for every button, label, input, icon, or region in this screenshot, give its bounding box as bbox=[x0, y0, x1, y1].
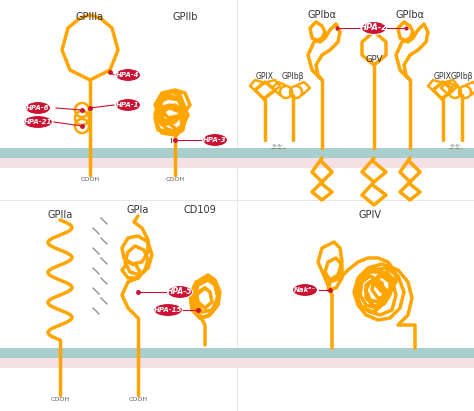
Text: HPA-2: HPA-2 bbox=[360, 23, 388, 32]
Ellipse shape bbox=[116, 69, 140, 81]
Ellipse shape bbox=[26, 102, 51, 115]
Bar bbox=[237, 148, 474, 158]
Text: -s-s-: -s-s- bbox=[450, 143, 462, 148]
Text: COOH: COOH bbox=[50, 397, 70, 402]
Bar bbox=[237, 348, 474, 358]
Text: HPA-5: HPA-5 bbox=[167, 288, 193, 296]
Bar bbox=[0, 158, 237, 168]
Text: COOH: COOH bbox=[165, 177, 184, 182]
Ellipse shape bbox=[292, 284, 318, 296]
Bar bbox=[0, 348, 237, 358]
Text: GPIa: GPIa bbox=[127, 205, 149, 215]
Text: HPA-3: HPA-3 bbox=[203, 137, 227, 143]
Text: GPIbβ: GPIbβ bbox=[451, 72, 473, 81]
Text: HPA-1: HPA-1 bbox=[116, 102, 140, 108]
Text: GPIbα: GPIbα bbox=[308, 10, 337, 20]
Text: GPIV: GPIV bbox=[358, 210, 382, 220]
Text: COOH: COOH bbox=[81, 177, 100, 182]
Text: -s-s-: -s-s- bbox=[272, 143, 284, 148]
Text: GPIX: GPIX bbox=[434, 72, 452, 81]
Text: CD109: CD109 bbox=[183, 205, 216, 215]
Text: Nakᵃ⁻: Nakᵃ⁻ bbox=[294, 287, 316, 293]
Bar bbox=[237, 158, 474, 168]
Bar bbox=[0, 358, 237, 368]
Ellipse shape bbox=[154, 303, 182, 316]
Ellipse shape bbox=[362, 21, 386, 35]
Text: GPV: GPV bbox=[365, 55, 383, 64]
Text: GPIbβ: GPIbβ bbox=[282, 72, 304, 81]
Ellipse shape bbox=[167, 286, 192, 298]
Text: HPA-15: HPA-15 bbox=[154, 307, 182, 313]
Bar bbox=[0, 148, 237, 158]
Text: GPIIb: GPIIb bbox=[172, 12, 198, 22]
Text: HPA-21: HPA-21 bbox=[24, 119, 52, 125]
Ellipse shape bbox=[202, 134, 228, 146]
Text: GPIIa: GPIIa bbox=[47, 210, 73, 220]
Text: GPIIIa: GPIIIa bbox=[76, 12, 104, 22]
Bar bbox=[237, 358, 474, 368]
Text: HPA-6: HPA-6 bbox=[26, 105, 50, 111]
Ellipse shape bbox=[24, 115, 53, 129]
Text: HPA-4: HPA-4 bbox=[116, 72, 140, 78]
Text: GPIbα: GPIbα bbox=[395, 10, 425, 20]
Ellipse shape bbox=[116, 99, 140, 111]
Text: COOH: COOH bbox=[128, 397, 147, 402]
Text: GPIX: GPIX bbox=[256, 72, 274, 81]
